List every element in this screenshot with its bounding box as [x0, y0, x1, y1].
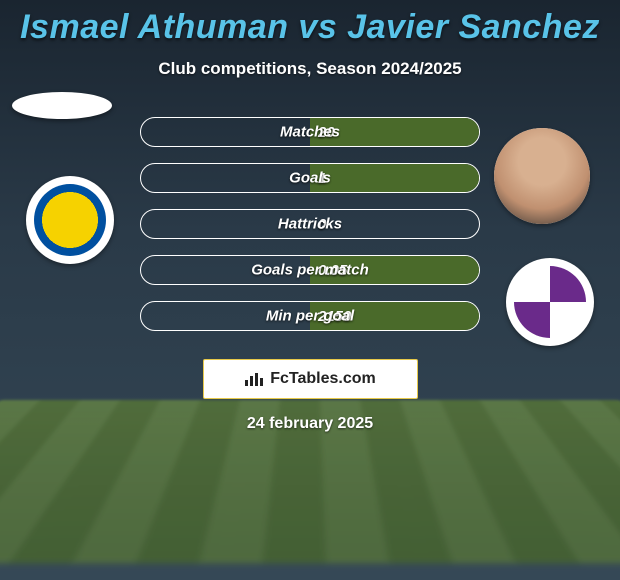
page-title: Ismael Athuman vs Javier Sanchez — [0, 8, 620, 47]
subtitle: Club competitions, Season 2024/2025 — [0, 59, 620, 79]
stat-row: 0Hattricks — [140, 209, 480, 239]
club-right-badge — [506, 258, 594, 346]
club-left-badge — [26, 176, 114, 264]
stat-label: Goals — [289, 170, 331, 187]
stat-label: Goals per match — [251, 262, 369, 279]
date-label: 24 february 2025 — [0, 415, 620, 433]
watermark-text: FcTables.com — [270, 370, 376, 388]
stat-row: 1Goals — [140, 163, 480, 193]
stat-label: Matches — [280, 124, 340, 141]
stat-row: 2150Min per goal — [140, 301, 480, 331]
stat-row: 20Matches — [140, 117, 480, 147]
stat-label: Hattricks — [278, 216, 342, 233]
stat-label: Min per goal — [266, 308, 354, 325]
chart-icon — [244, 371, 264, 387]
stat-row: 0.05Goals per match — [140, 255, 480, 285]
watermark: FcTables.com — [203, 359, 418, 399]
player-left-portrait — [12, 92, 112, 119]
player-right-portrait — [494, 128, 590, 224]
